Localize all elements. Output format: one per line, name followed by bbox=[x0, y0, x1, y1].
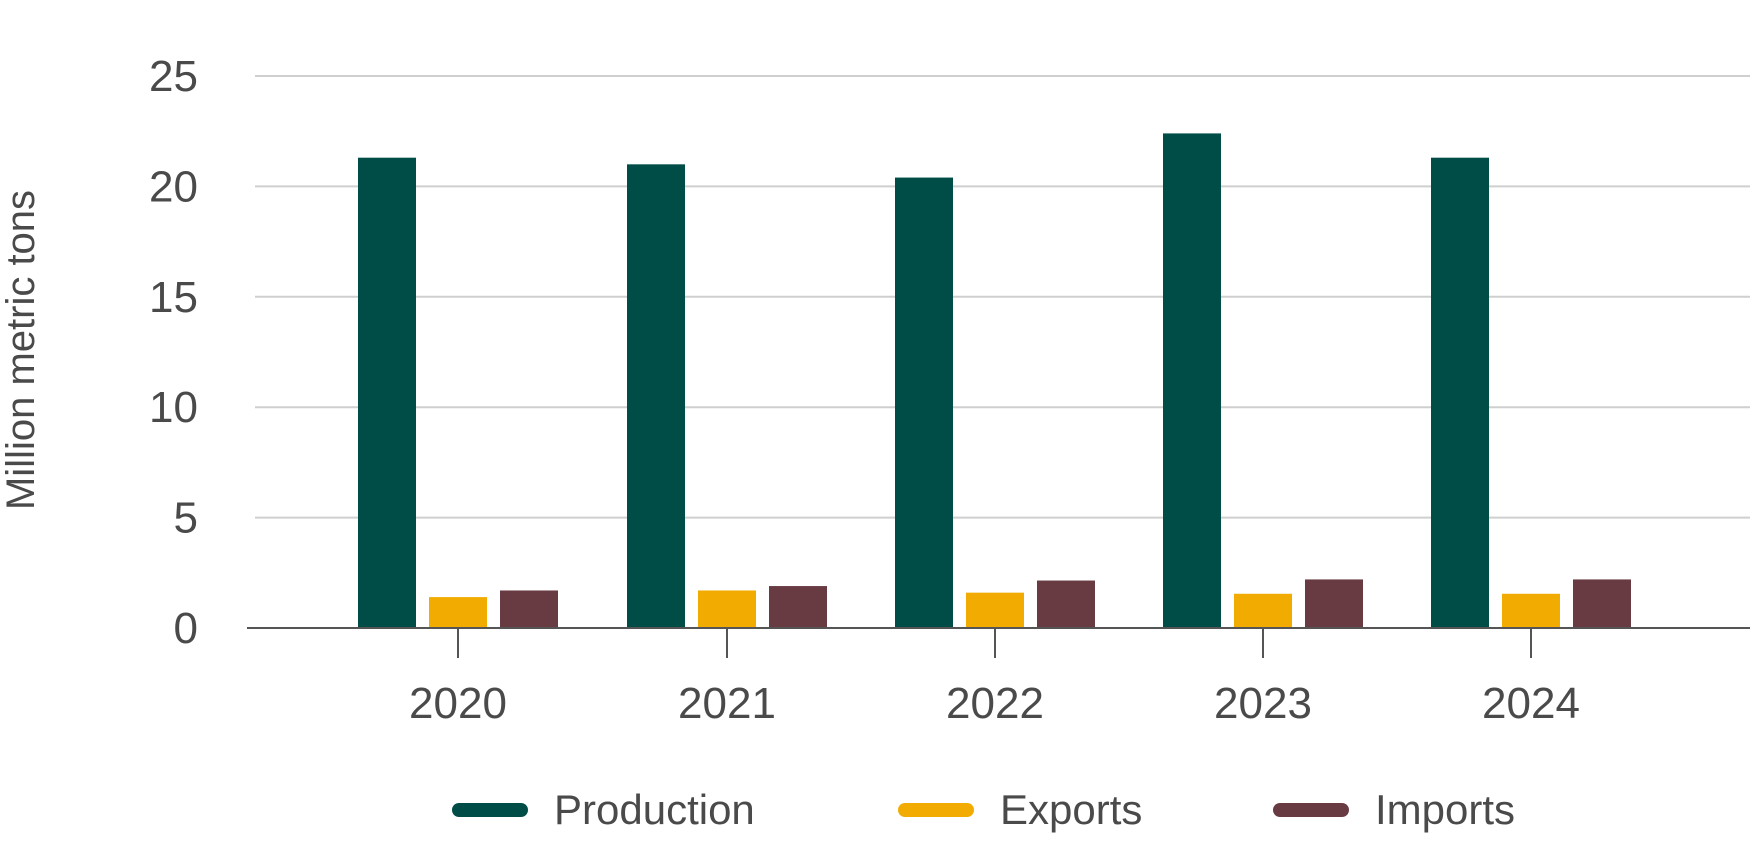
y-tick-label: 25 bbox=[149, 52, 198, 101]
x-tick-label: 2023 bbox=[1214, 679, 1312, 728]
bar-imports-2024 bbox=[1573, 579, 1631, 628]
bar-imports-2020 bbox=[500, 590, 558, 628]
y-tick-label: 10 bbox=[149, 383, 198, 432]
bar-production-2023 bbox=[1163, 133, 1221, 628]
legend-label: Exports bbox=[1000, 786, 1143, 833]
bar-exports-2020 bbox=[429, 597, 487, 628]
legend-swatch bbox=[1273, 803, 1349, 817]
axes: 0 5 10 15 20 25 2020 2021 2022 2023 2024 bbox=[149, 52, 1750, 728]
x-tick-label: 2024 bbox=[1482, 679, 1580, 728]
legend-item-exports: Exports bbox=[898, 775, 1142, 845]
bar-exports-2022 bbox=[966, 592, 1024, 628]
bar-production-2021 bbox=[627, 164, 685, 628]
y-tick-label: 20 bbox=[149, 162, 198, 211]
bar-exports-2023 bbox=[1234, 593, 1292, 628]
legend-label: Production bbox=[554, 786, 755, 833]
x-tick-label: 2022 bbox=[946, 679, 1044, 728]
x-tick-label: 2021 bbox=[678, 679, 776, 728]
legend-label: Imports bbox=[1375, 786, 1516, 833]
legend-item-production: Production bbox=[452, 775, 755, 845]
y-tick-label: 5 bbox=[174, 494, 198, 543]
bar-production-2022 bbox=[895, 177, 953, 628]
bar-exports-2021 bbox=[698, 590, 756, 628]
bar-production-2024 bbox=[1431, 157, 1489, 629]
legend-swatch bbox=[898, 803, 974, 817]
bar-imports-2023 bbox=[1305, 579, 1363, 628]
bar-production-2020 bbox=[358, 157, 416, 629]
bar-imports-2021 bbox=[769, 586, 827, 628]
bar-imports-2022 bbox=[1037, 580, 1095, 628]
x-tick-label: 2020 bbox=[409, 679, 507, 728]
bars bbox=[358, 133, 1631, 629]
legend-item-imports: Imports bbox=[1273, 775, 1515, 845]
legend: Production Exports Imports bbox=[0, 775, 1755, 845]
bar-exports-2024 bbox=[1502, 593, 1560, 628]
y-axis-title: Million metric tons bbox=[0, 190, 43, 510]
gridlines bbox=[255, 75, 1750, 519]
y-tick-label: 0 bbox=[174, 604, 198, 653]
legend-swatch bbox=[452, 803, 528, 817]
y-tick-label: 15 bbox=[149, 273, 198, 322]
